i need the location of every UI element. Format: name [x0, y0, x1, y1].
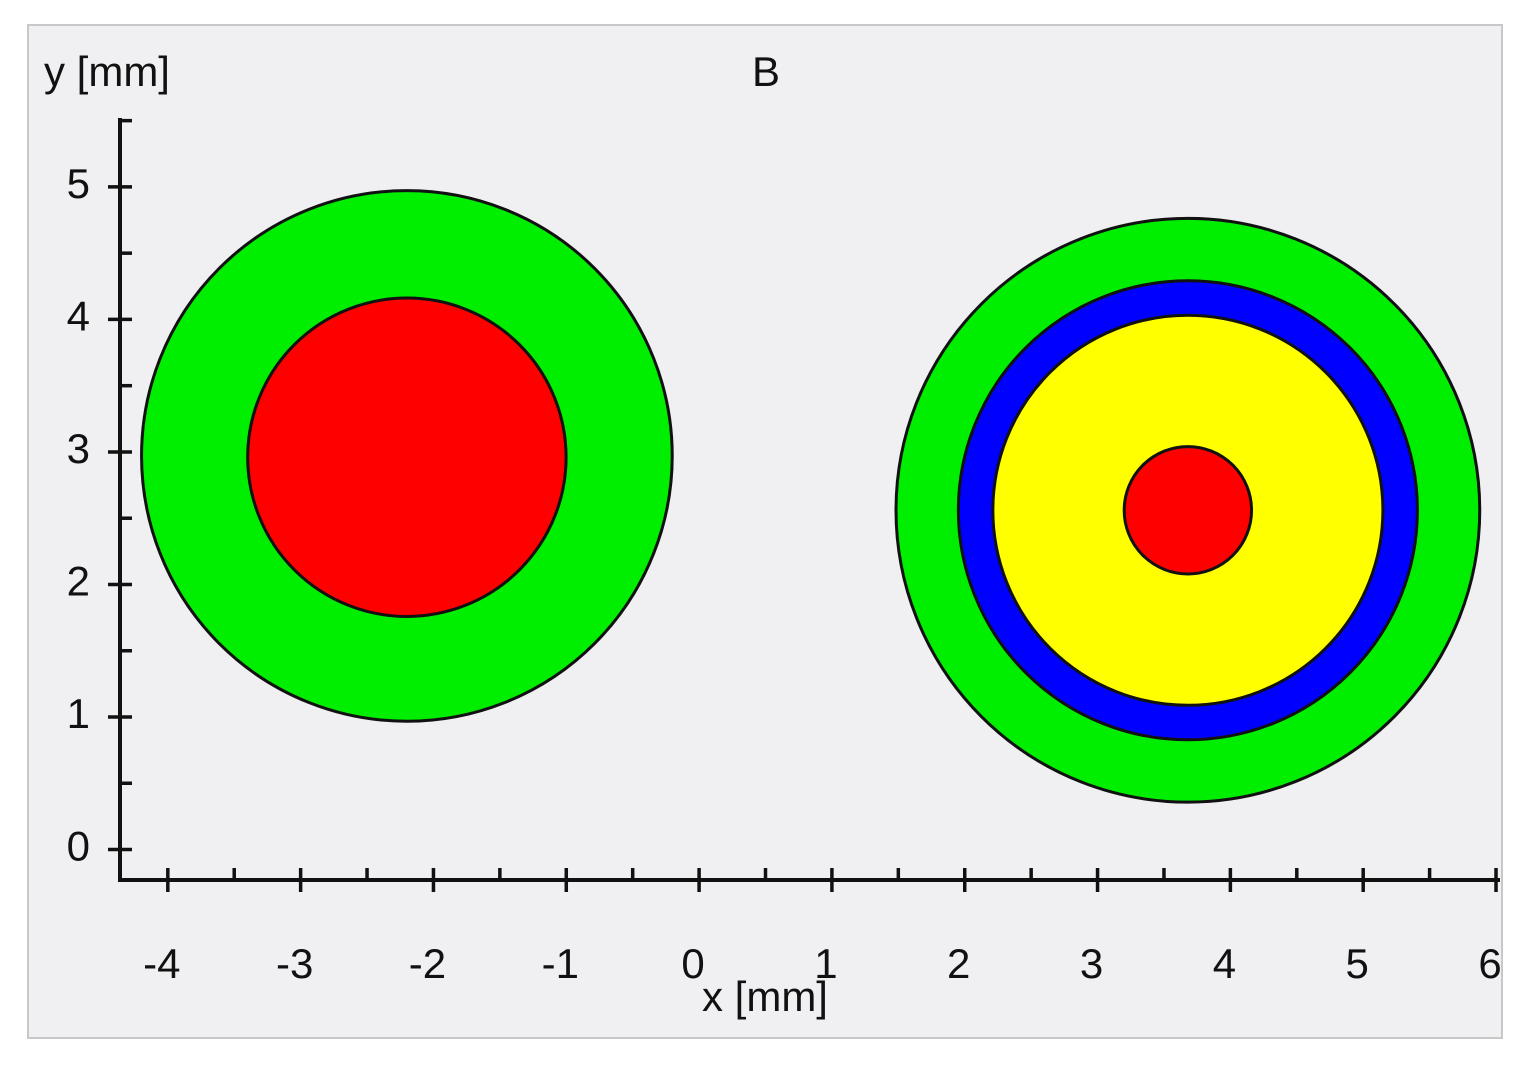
y-tick-label: 1	[67, 690, 90, 737]
y-tick-label: 4	[67, 293, 90, 340]
x-tick-label: 5	[1346, 940, 1369, 987]
y-tick-label: 2	[67, 558, 90, 605]
x-tick-label: 1	[814, 940, 837, 987]
x-tick-label: -2	[409, 940, 446, 987]
y-tick-label: 0	[67, 823, 90, 870]
x-tick-label: 0	[681, 940, 704, 987]
chart-title: B	[752, 48, 780, 95]
x-tick-label: 6	[1478, 940, 1501, 987]
x-tick-label: -4	[143, 940, 180, 987]
disc	[246, 296, 568, 618]
x-tick-label: 4	[1213, 940, 1236, 987]
y-tick-label: 3	[67, 425, 90, 472]
x-tick-label: -1	[542, 940, 579, 987]
y-tick-label: 5	[67, 160, 90, 207]
x-axis-label: x [mm]	[702, 973, 828, 1020]
disc	[1122, 445, 1254, 576]
x-tick-label: 2	[947, 940, 970, 987]
y-axis-label: y [mm]	[44, 48, 170, 95]
x-tick-label: -3	[276, 940, 313, 987]
x-tick-label: 3	[1080, 940, 1103, 987]
